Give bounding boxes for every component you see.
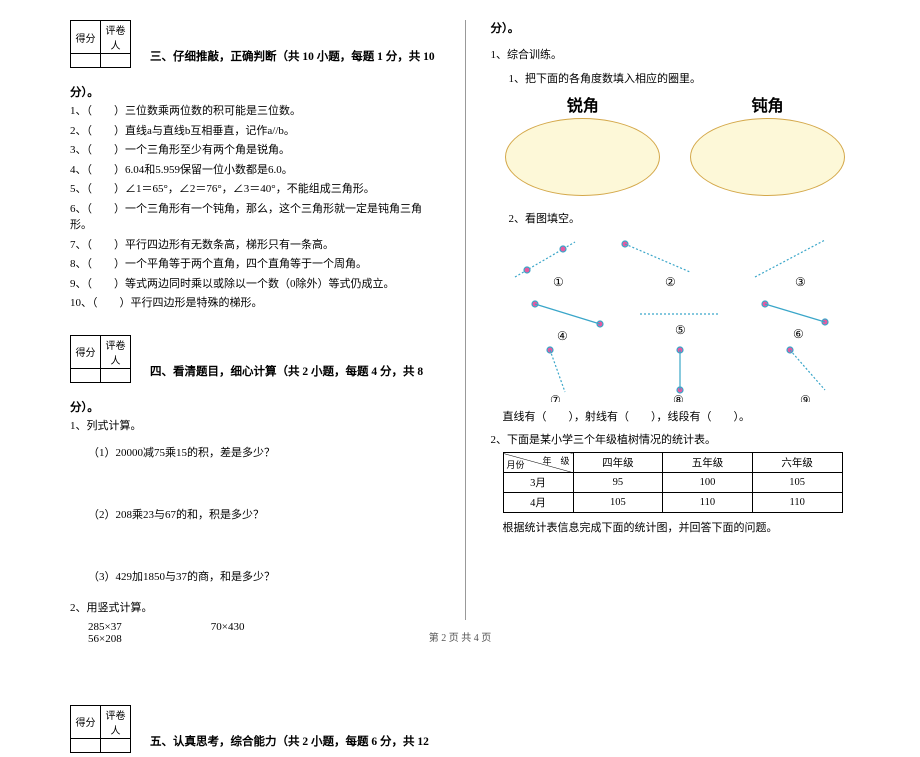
cell: 105 — [573, 493, 663, 513]
svg-text:④: ④ — [557, 329, 568, 343]
cell: 95 — [573, 473, 663, 493]
sec4-q1-sub: （1）20000减75乘15的积，差是多少？ — [88, 444, 440, 460]
sec3-item: 7、（ ）平行四边形有无数条高，梯形只有一条高。 — [70, 237, 440, 254]
svg-text:⑧: ⑧ — [673, 393, 684, 402]
svg-text:⑦: ⑦ — [550, 393, 561, 402]
score-blank — [71, 738, 101, 752]
svg-text:⑥: ⑥ — [793, 327, 804, 341]
right-column: 分）。 1、综合训练。 1、把下面的各角度数填入相应的圈里。 锐角 钝角 2、看… — [466, 20, 881, 620]
sec3-item: 5、（ ）∠1＝65°，∠2＝76°，∠3＝40°，不能组成三角形。 — [70, 181, 440, 198]
cell: 110 — [663, 493, 753, 513]
sec4-q1-sub: （2）208乘23与67的和，积是多少？ — [88, 506, 440, 522]
cell: 100 — [663, 473, 753, 493]
col-header: 四年级 — [573, 453, 663, 473]
grader-blank — [101, 738, 131, 752]
sec3-item: 1、（ ）三位数乘两位数的积可能是三位数。 — [70, 103, 440, 120]
cell: 105 — [752, 473, 842, 493]
acute-ellipse — [505, 118, 660, 196]
col-header: 五年级 — [663, 453, 753, 473]
sec5-q1-sub1: 1、把下面的各角度数填入相应的圈里。 — [509, 70, 861, 86]
sec5-q1-sub2: 2、看图填空。 — [509, 210, 861, 226]
sec3-item: 6、（ ）一个三角形有一个钝角，那么，这个三角形就一定是钝角三角形。 — [70, 201, 440, 234]
section-5-header: 得分 评卷人 — [70, 705, 440, 757]
grader-blank — [101, 54, 131, 68]
obtuse-label: 钝角 — [752, 92, 784, 116]
grader-label: 评卷人 — [101, 705, 131, 738]
grader-blank — [101, 368, 131, 382]
sec4-q1-sub: （3）429加1850与37的商，和是多少？ — [88, 568, 440, 584]
svg-text:③: ③ — [795, 275, 806, 289]
sec5-q1-label: 1、综合训练。 — [491, 47, 861, 64]
score-label: 得分 — [71, 705, 101, 738]
sec3-item: 9、（ ）等式两边同时乘以或除以一个数（0除外）等式仍成立。 — [70, 276, 440, 293]
fill-line: 直线有（ ），射线有（ ），线段有（ ）。 — [503, 408, 861, 424]
ellipse-row — [491, 118, 861, 196]
lines-figure: ① ② ③ ④ ⑤ ⑥ — [495, 232, 855, 402]
grader-label: 评卷人 — [101, 21, 131, 54]
score-label: 得分 — [71, 335, 101, 368]
sec3-item: 8、（ ）一个平角等于两个直角，四个直角等于一个周角。 — [70, 256, 440, 273]
score-blank — [71, 368, 101, 382]
sec3-item: 2、（ ）直线a与直线b互相垂直，记作a//b。 — [70, 123, 440, 140]
svg-text:②: ② — [665, 275, 676, 289]
stat-table: 年 级 月份 四年级 五年级 六年级 3月 95 100 105 4月 105 … — [503, 452, 843, 513]
sec4-q2-label: 2、用竖式计算。 — [70, 600, 440, 617]
sec5-title-a: 五、认真思考，综合能力（共 2 小题，每题 6 分，共 12 — [150, 736, 429, 748]
score-label: 得分 — [71, 21, 101, 54]
acute-label: 锐角 — [567, 92, 599, 116]
sec3-title-b: 分）。 — [70, 87, 99, 99]
svg-text:①: ① — [553, 275, 564, 289]
sec5-title-b: 分）。 — [491, 23, 520, 35]
diag-top: 年 级 — [542, 454, 569, 467]
obtuse-ellipse — [690, 118, 845, 196]
sec4-title-a: 四、看清题目，细心计算（共 2 小题，每题 4 分，共 8 — [150, 366, 423, 378]
score-box: 得分 评卷人 — [70, 20, 131, 68]
score-blank — [71, 54, 101, 68]
grader-label: 评卷人 — [101, 335, 131, 368]
sec5-q2-label: 2、下面是某小学三个年级植树情况的统计表。 — [491, 432, 861, 449]
svg-text:⑨: ⑨ — [800, 393, 811, 402]
table-row: 4月 105 110 110 — [503, 493, 842, 513]
row-label: 4月 — [503, 493, 573, 513]
table-note: 根据统计表信息完成下面的统计图，并回答下面的问题。 — [503, 519, 861, 535]
sec3-item: 10、（ ）平行四边形是特殊的梯形。 — [70, 295, 440, 312]
sec4-title-b: 分）。 — [70, 402, 99, 414]
score-box: 得分 评卷人 — [70, 335, 131, 383]
diag-bottom: 月份 — [507, 458, 525, 471]
page-footer: 第 2 页 共 4 页 — [0, 629, 920, 644]
angle-labels: 锐角 钝角 — [491, 92, 861, 116]
sec4-q1-label: 1、列式计算。 — [70, 418, 440, 435]
sec3-item: 3、（ ）一个三角形至少有两个角是锐角。 — [70, 142, 440, 159]
sec3-title-a: 三、仔细推敲，正确判断（共 10 小题，每题 1 分，共 10 — [150, 51, 435, 63]
svg-text:⑤: ⑤ — [675, 323, 686, 337]
sec3-item: 4、（ ）6.04和5.959保留一位小数都是6.0。 — [70, 162, 440, 179]
page-container: 得分 评卷人 三、仔细推敲，正确判断（共 10 小题，每题 1 分，共 10 分… — [0, 0, 920, 620]
row-label: 3月 — [503, 473, 573, 493]
table-row: 3月 95 100 105 — [503, 473, 842, 493]
cell: 110 — [752, 493, 842, 513]
score-box: 得分 评卷人 — [70, 705, 131, 753]
col-header: 六年级 — [752, 453, 842, 473]
diag-header: 年 级 月份 — [503, 453, 573, 473]
left-column: 得分 评卷人 三、仔细推敲，正确判断（共 10 小题，每题 1 分，共 10 分… — [70, 20, 466, 620]
